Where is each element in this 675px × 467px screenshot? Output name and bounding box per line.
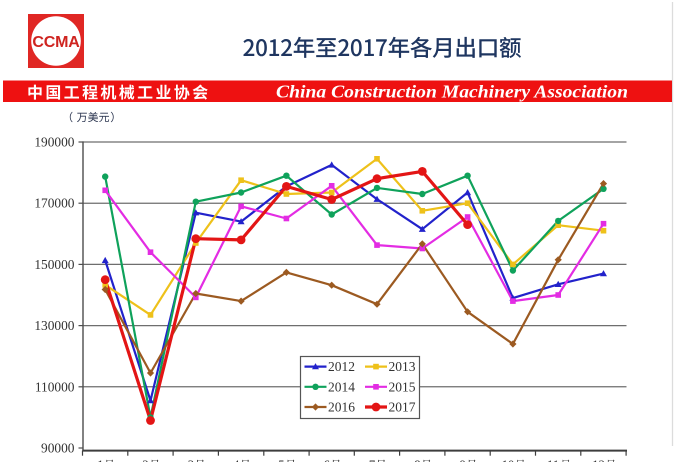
svg-text:CCMA: CCMA	[32, 34, 80, 51]
svg-text:9: 9	[460, 458, 466, 462]
svg-text:10: 10	[502, 458, 515, 462]
svg-text:2014: 2014	[328, 379, 355, 394]
svg-text:8: 8	[414, 458, 420, 462]
svg-text:2: 2	[142, 458, 148, 462]
svg-text:2017: 2017	[389, 400, 416, 415]
svg-text:3: 3	[188, 458, 194, 462]
svg-text:2015: 2015	[389, 379, 416, 394]
svg-text:12: 12	[592, 458, 605, 462]
svg-text:7: 7	[369, 458, 375, 462]
svg-text:2012: 2012	[328, 359, 355, 374]
svg-text:110000: 110000	[35, 379, 75, 394]
svg-text:6: 6	[324, 458, 330, 462]
svg-text:130000: 130000	[34, 318, 74, 333]
svg-text:11: 11	[547, 458, 559, 462]
svg-text:190000: 190000	[34, 135, 74, 150]
svg-text:4: 4	[233, 458, 240, 462]
svg-text:2013: 2013	[389, 359, 416, 374]
svg-text:2016: 2016	[328, 400, 355, 415]
svg-text:1: 1	[97, 458, 103, 462]
svg-text:170000: 170000	[34, 196, 74, 211]
svg-text:150000: 150000	[34, 257, 74, 272]
svg-text:90000: 90000	[41, 441, 75, 456]
svg-text:5: 5	[278, 458, 284, 462]
svg-text:China Construction Machinery A: China Construction Machinery Association	[276, 82, 628, 102]
